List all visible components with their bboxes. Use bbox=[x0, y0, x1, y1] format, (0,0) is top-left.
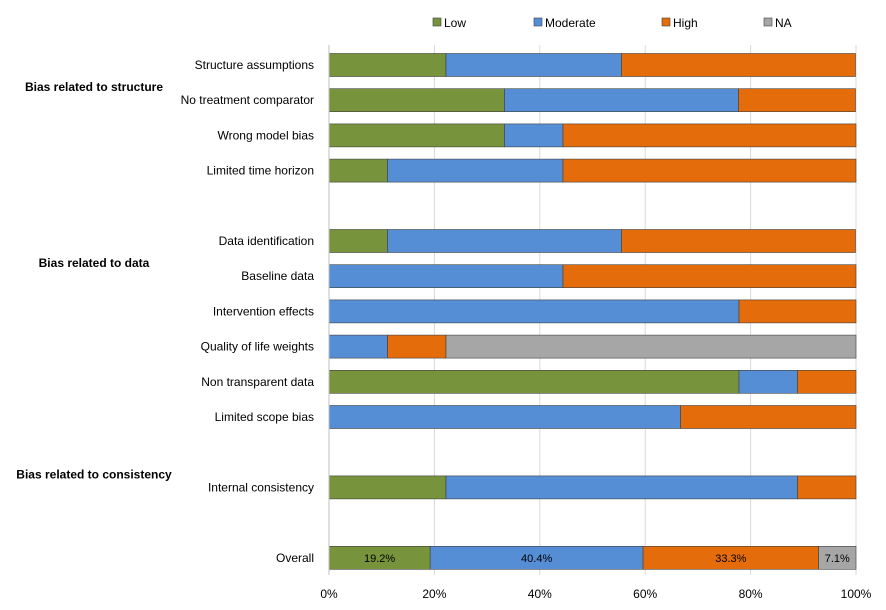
bar-no-treatment-comparator-high bbox=[738, 88, 856, 112]
data-label-overall-low: 19.2% bbox=[364, 553, 395, 565]
bar-wrong-model-bias-high bbox=[562, 123, 857, 148]
data-label-overall-high: 33.3% bbox=[715, 553, 746, 565]
bar-limited-scope-bias-moderate bbox=[328, 405, 681, 429]
category-label-limited-time-horizon: Limited time horizon bbox=[207, 164, 314, 178]
bar-no-treatment-comparator-low bbox=[328, 88, 505, 112]
bar-baseline-data-high bbox=[562, 264, 857, 289]
bar-baseline-data-moderate bbox=[328, 264, 564, 289]
category-label-structure-assumptions: Structure assumptions bbox=[195, 58, 314, 72]
group-label-bias-related-to-data: Bias related to data bbox=[39, 256, 150, 270]
bar-non-transparent-data-low bbox=[328, 369, 740, 394]
category-label-intervention-effects: Intervention effects bbox=[213, 304, 314, 318]
bar-data-identification-low bbox=[328, 229, 388, 253]
bar-non-transparent-data-high bbox=[797, 369, 857, 394]
data-label-overall-na: 7.1% bbox=[825, 553, 850, 565]
x-tick-label: 40% bbox=[528, 587, 552, 601]
legend-label-low: Low bbox=[444, 16, 466, 30]
bar-wrong-model-bias-moderate bbox=[504, 123, 564, 148]
bar-limited-time-horizon-low bbox=[328, 158, 388, 183]
category-label-baseline-data: Baseline data bbox=[241, 269, 314, 283]
category-label-quality-of-life-weights: Quality of life weights bbox=[201, 340, 314, 354]
bar-data-identification-high bbox=[621, 229, 856, 253]
x-tick-label: 20% bbox=[422, 587, 446, 601]
bar-internal-consistency-low bbox=[328, 475, 447, 500]
legend-label-na: NA bbox=[775, 16, 792, 30]
bar-wrong-model-bias-low bbox=[328, 123, 505, 148]
legend-swatch-low bbox=[432, 17, 442, 27]
data-label-overall-moderate: 40.4% bbox=[521, 553, 552, 565]
x-axis: 0% 20% 40% 60% 80% 100% bbox=[320, 45, 872, 601]
legend: Low Moderate High NA bbox=[432, 16, 792, 30]
category-label-non-transparent-data: Non transparent data bbox=[201, 375, 314, 389]
x-tick-label: 60% bbox=[633, 587, 657, 601]
bar-structure-assumptions-moderate bbox=[445, 53, 622, 77]
category-label-no-treatment-comparator: No treatment comparator bbox=[181, 93, 314, 107]
x-tick-label: 100% bbox=[841, 587, 872, 601]
bar-intervention-effects-high bbox=[738, 299, 857, 324]
bars: 19.2% 40.4% 33.3% 7.1% bbox=[328, 53, 857, 570]
category-label-internal-consistency: Internal consistency bbox=[208, 480, 314, 494]
category-label-wrong-model-bias: Wrong model bias bbox=[218, 128, 315, 142]
group-label-bias-related-to-structure: Bias related to structure bbox=[25, 80, 163, 94]
bar-intervention-effects-moderate bbox=[328, 299, 740, 324]
bar-structure-assumptions-high bbox=[621, 53, 856, 77]
bar-no-treatment-comparator-moderate bbox=[504, 88, 739, 112]
bar-limited-time-horizon-moderate bbox=[387, 158, 564, 183]
category-label-data-identification: Data identification bbox=[219, 234, 314, 248]
bar-quality-of-life-weights-na bbox=[445, 334, 857, 359]
category-label-overall: Overall bbox=[276, 551, 314, 565]
bar-quality-of-life-weights-moderate bbox=[328, 334, 388, 359]
bar-limited-time-horizon-high bbox=[562, 158, 857, 183]
legend-swatch-high bbox=[661, 17, 671, 27]
bar-internal-consistency-moderate bbox=[445, 475, 798, 500]
legend-label-high: High bbox=[673, 16, 698, 30]
bar-quality-of-life-weights-high bbox=[387, 334, 447, 359]
bar-overall-na bbox=[818, 545, 857, 570]
bar-structure-assumptions-low bbox=[328, 53, 447, 77]
x-tick-label: 80% bbox=[739, 587, 763, 601]
category-label-limited-scope-bias: Limited scope bias bbox=[215, 410, 314, 424]
bar-internal-consistency-high bbox=[797, 475, 857, 500]
x-tick-label: 0% bbox=[320, 587, 338, 601]
bar-limited-scope-bias-high bbox=[680, 405, 857, 429]
bar-data-identification-moderate bbox=[387, 229, 622, 253]
category-labels: Structure assumptions No treatment compar… bbox=[181, 58, 315, 565]
group-labels: Bias related to structure Bias related to… bbox=[16, 80, 172, 481]
bar-non-transparent-data-moderate bbox=[738, 369, 798, 394]
legend-swatch-na bbox=[763, 17, 773, 27]
group-label-bias-related-to-consistency: Bias related to consistency bbox=[16, 467, 172, 481]
legend-swatch-moderate bbox=[533, 17, 543, 27]
legend-label-moderate: Moderate bbox=[545, 16, 596, 30]
